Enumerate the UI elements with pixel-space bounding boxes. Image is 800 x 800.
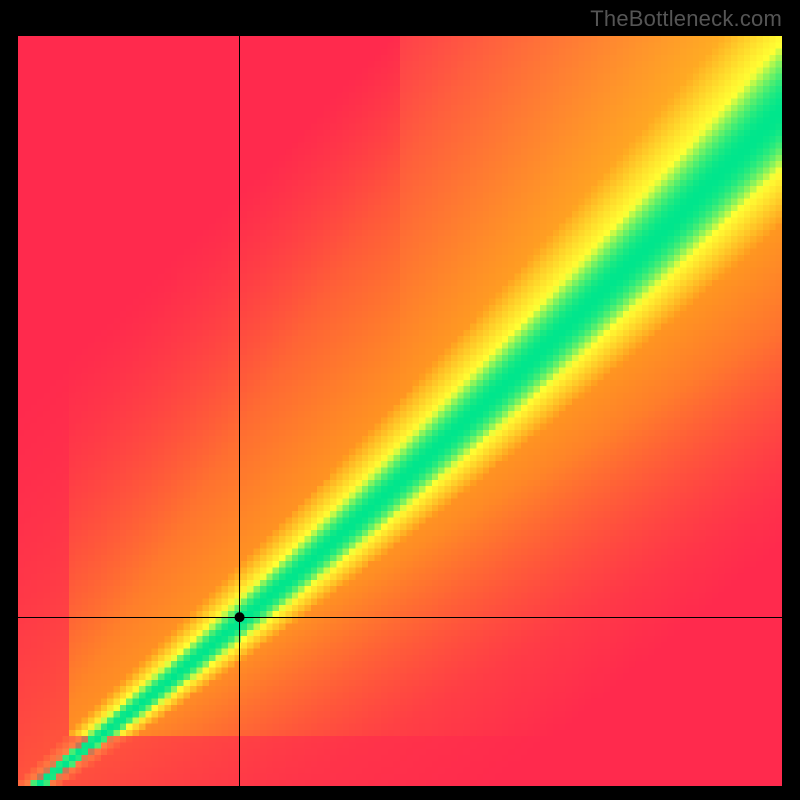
watermark-text: TheBottleneck.com: [590, 6, 782, 32]
chart-container: TheBottleneck.com: [0, 0, 800, 800]
crosshair-dot-canvas: [18, 36, 782, 786]
plot-frame: [18, 36, 782, 786]
crosshair-horizontal: [18, 617, 782, 618]
crosshair-vertical: [239, 36, 240, 786]
